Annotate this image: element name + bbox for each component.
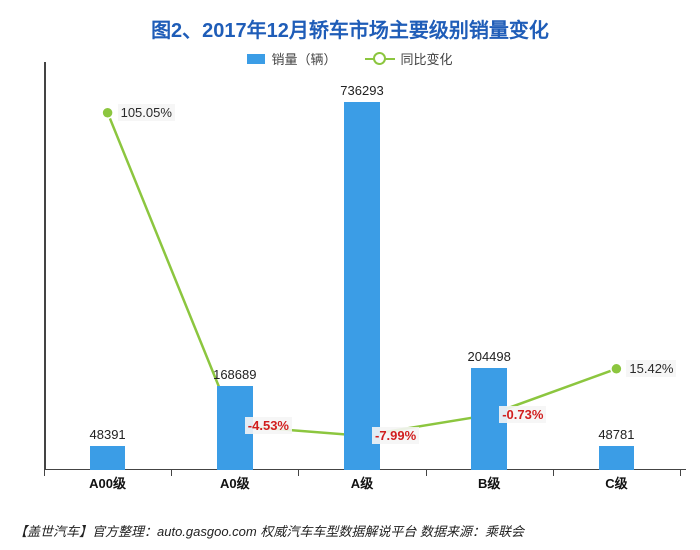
- footer-text: 【盖世汽车】官方整理：auto.gasgoo.com 权威汽车车型数据解说平台 …: [14, 521, 690, 540]
- bar: [344, 102, 380, 470]
- bar-value-label: 168689: [213, 367, 256, 382]
- bar-value-label: 48781: [598, 427, 634, 442]
- legend: 销量（辆） 同比变化: [0, 49, 700, 68]
- bar: [90, 446, 126, 470]
- legend-line-label: 同比变化: [401, 49, 453, 68]
- line-value-label: -4.53%: [245, 417, 292, 434]
- chart-title: 图2、2017年12月轿车市场主要级别销量变化: [0, 0, 700, 43]
- x-axis-label: A0级: [220, 473, 250, 492]
- line-value-label: -0.73%: [499, 406, 546, 423]
- chart-container: 图2、2017年12月轿车市场主要级别销量变化 销量（辆） 同比变化 48391…: [0, 0, 700, 550]
- legend-line: 同比变化: [365, 49, 453, 68]
- legend-bar-label: 销量（辆）: [271, 49, 336, 68]
- x-axis-label: B级: [478, 473, 500, 492]
- bar-swatch: [247, 54, 265, 64]
- plot-area: 48391A00级168689A0级736293A级204498B级48781C…: [44, 70, 680, 470]
- line-value-label: 15.42%: [626, 360, 676, 377]
- line-value-label: -7.99%: [372, 427, 419, 444]
- line-swatch: [365, 52, 395, 65]
- x-tick: [680, 470, 681, 476]
- legend-bar: 销量（辆）: [247, 49, 336, 68]
- x-axis-label: A级: [351, 473, 373, 492]
- line-value-label: 105.05%: [118, 104, 175, 121]
- bar-value-label: 48391: [90, 427, 126, 442]
- x-tick: [171, 470, 172, 476]
- bar: [599, 446, 635, 470]
- x-axis-label: C级: [605, 473, 627, 492]
- x-tick: [553, 470, 554, 476]
- bar-value-label: 204498: [467, 349, 510, 364]
- bar-value-label: 736293: [340, 83, 383, 98]
- x-axis-label: A00级: [89, 473, 126, 492]
- x-tick: [298, 470, 299, 476]
- x-tick: [426, 470, 427, 476]
